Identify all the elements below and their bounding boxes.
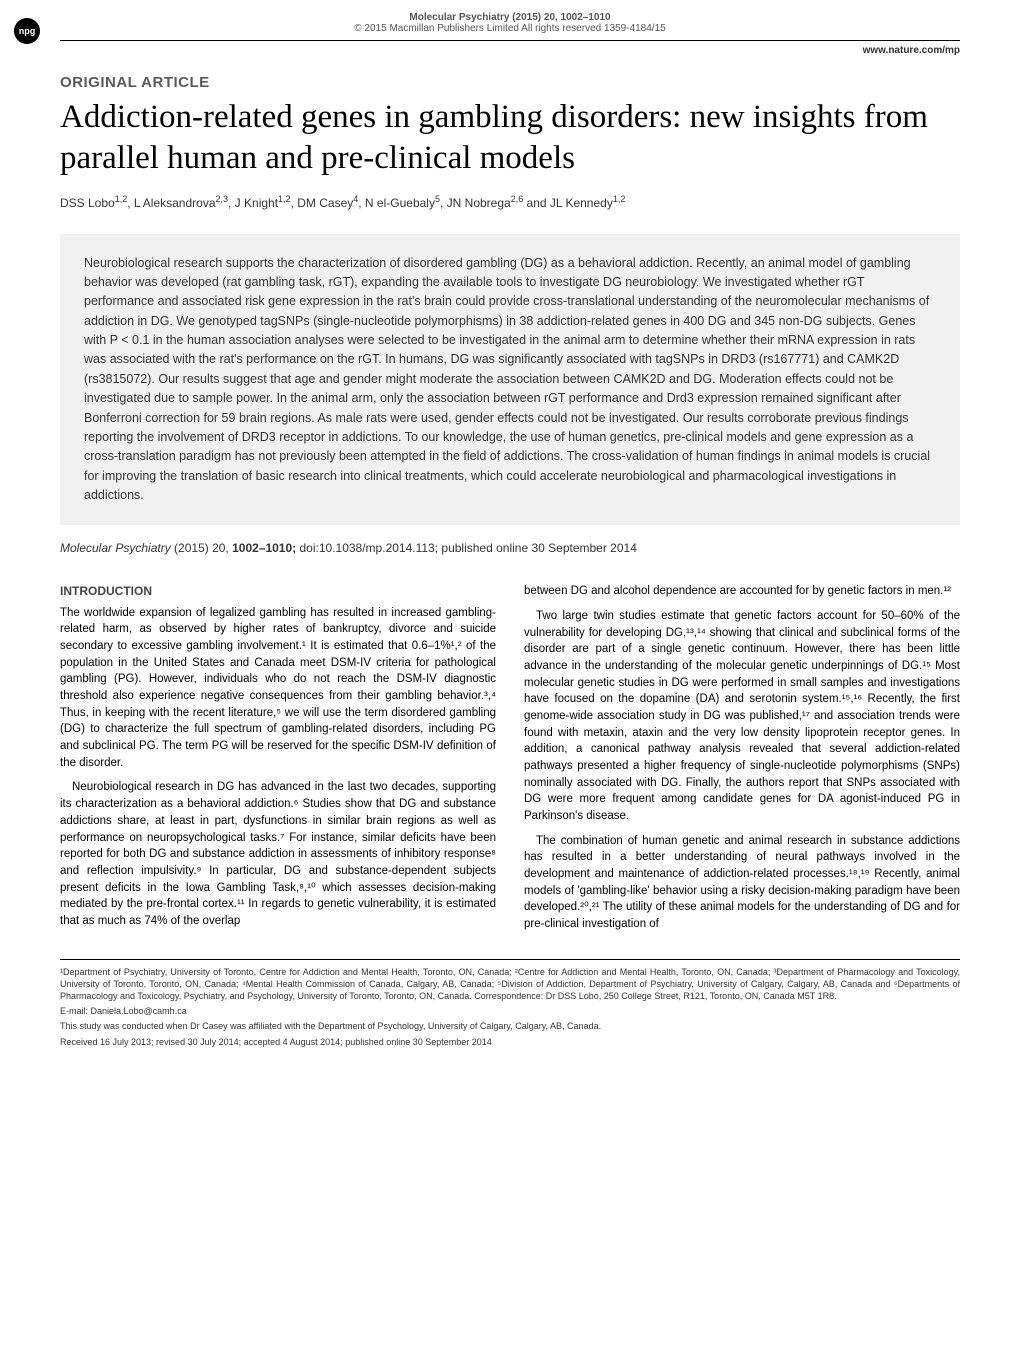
affiliations: ¹Department of Psychiatry, University of… <box>0 966 1020 1048</box>
citation-pages: 1002–1010; <box>232 541 296 555</box>
intro-p5: The combination of human genetic and ani… <box>524 833 960 933</box>
citation-year-vol: (2015) 20, <box>174 541 229 555</box>
affiliation-text: ¹Department of Psychiatry, University of… <box>60 966 960 1002</box>
author-note: This study was conducted when Dr Casey w… <box>60 1020 960 1032</box>
website-url[interactable]: www.nature.com/mp <box>0 45 960 56</box>
intro-p1: The worldwide expansion of legalized gam… <box>60 605 496 772</box>
npg-logo: npg <box>14 18 40 44</box>
author-list: DSS Lobo1,2, L Aleksandrova2,3, J Knight… <box>60 194 960 210</box>
right-column: between DG and alcohol dependence are ac… <box>524 583 960 940</box>
intro-p3: between DG and alcohol dependence are ac… <box>524 583 960 600</box>
copyright-line: © 2015 Macmillan Publishers Limited All … <box>354 23 665 34</box>
intro-p2: Neurobiological research in DG has advan… <box>60 779 496 929</box>
journal-line: Molecular Psychiatry (2015) 20, 1002–101… <box>409 12 610 23</box>
body-columns: INTRODUCTION The worldwide expansion of … <box>60 583 960 940</box>
abstract: Neurobiological research supports the ch… <box>60 234 960 526</box>
citation: Molecular Psychiatry (2015) 20, 1002–101… <box>60 541 960 555</box>
article-dates: Received 16 July 2013; revised 30 July 2… <box>60 1036 960 1048</box>
header-meta: Molecular Psychiatry (2015) 20, 1002–101… <box>0 0 1020 36</box>
article-type: ORIGINAL ARTICLE <box>60 74 960 91</box>
section-heading-intro: INTRODUCTION <box>60 583 496 600</box>
left-column: INTRODUCTION The worldwide expansion of … <box>60 583 496 940</box>
header-rule <box>60 40 960 41</box>
article-title: Addiction-related genes in gambling diso… <box>60 97 960 180</box>
footer-rule <box>60 959 960 960</box>
correspondence-email[interactable]: E-mail: Daniela.Lobo@camh.ca <box>60 1005 960 1017</box>
citation-doi: doi:10.1038/mp.2014.113; published onlin… <box>300 541 637 555</box>
intro-p4: Two large twin studies estimate that gen… <box>524 608 960 825</box>
citation-journal: Molecular Psychiatry <box>60 541 171 555</box>
